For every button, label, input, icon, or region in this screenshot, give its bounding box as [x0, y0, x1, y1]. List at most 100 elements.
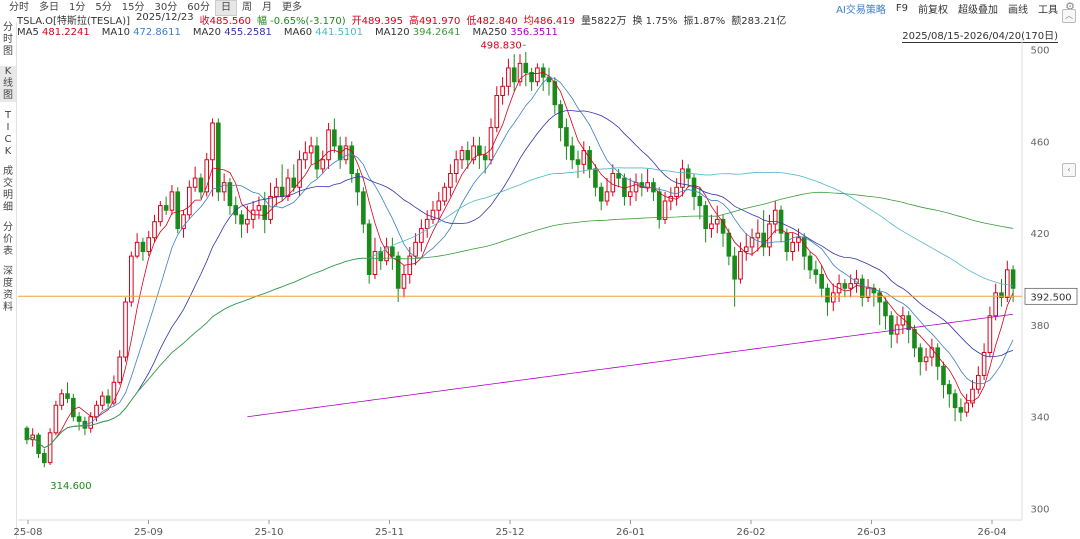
candle-body	[500, 85, 505, 96]
candle-body	[993, 292, 998, 317]
candle-body	[401, 273, 407, 289]
ma-item: MA60 441.5101	[283, 27, 364, 38]
x-tick-label: 26-04	[977, 527, 1006, 538]
candle-body	[390, 246, 395, 257]
period-tab[interactable]: 30分	[154, 2, 178, 13]
period-tab[interactable]: 周	[241, 2, 252, 13]
side-tab[interactable]: 分价表	[3, 222, 13, 257]
ma-line	[26, 72, 1014, 449]
candle-body	[825, 287, 830, 303]
candle-body	[813, 269, 819, 275]
candle-body	[424, 218, 430, 230]
candle-body	[929, 347, 935, 358]
period-tab[interactable]: 15分	[121, 2, 145, 13]
candle-body	[436, 200, 442, 211]
candle-body	[59, 393, 65, 406]
gear-icon[interactable]: ⚙	[1065, 0, 1075, 13]
candle-body	[923, 356, 929, 363]
date-range[interactable]: 2025/08/15-2026/04/20(170日)	[902, 27, 1058, 43]
candle-body	[877, 292, 882, 303]
candle-body	[616, 173, 621, 179]
tool-button[interactable]: 画线	[1008, 4, 1028, 16]
candle-body	[535, 67, 540, 83]
candle-body	[494, 94, 500, 129]
ma-item: MA10 472.8611	[101, 27, 181, 38]
period-tab[interactable]: 1分	[69, 2, 86, 13]
candle-body	[105, 395, 111, 404]
open-price: 开489.395	[351, 16, 403, 27]
y-tick-label: 500	[1030, 46, 1049, 57]
tool-buttons: AI交易策略 F9 前复权 超级叠加 画线 工具	[826, 0, 1058, 16]
candle-body	[361, 191, 366, 225]
period-tab[interactable]: 更多	[281, 2, 302, 13]
candle-body	[807, 255, 813, 271]
x-tick-label: 25-11	[375, 527, 404, 538]
low-annotation: 314.600	[50, 481, 91, 492]
collapse-icon[interactable]: ‹	[1062, 163, 1076, 177]
candle-body	[465, 150, 471, 161]
candle-body	[187, 186, 192, 216]
candle-body	[76, 416, 82, 422]
candle-body	[274, 186, 279, 197]
candle-body	[459, 150, 465, 161]
candle-body	[169, 191, 175, 211]
candle-body	[558, 104, 563, 129]
candle-body	[778, 209, 784, 234]
candle-body	[140, 241, 146, 253]
candle-body	[790, 241, 795, 253]
low-price: 低482.840	[466, 16, 518, 27]
side-tab[interactable]: 分时图	[3, 22, 13, 57]
candle-body	[842, 283, 848, 289]
candle-body	[227, 182, 233, 207]
tool-button[interactable]: 超级叠加	[958, 4, 998, 16]
period-tab[interactable]: 多日	[39, 2, 59, 13]
candle-body	[517, 62, 523, 83]
candle-body	[65, 393, 70, 399]
candle-body	[610, 173, 616, 193]
tool-button[interactable]: 工具	[1038, 4, 1058, 16]
turnover: 换 1.75%	[632, 16, 678, 27]
candle-body	[569, 145, 575, 161]
tool-button[interactable]: F9	[895, 2, 908, 14]
candle-body	[865, 287, 871, 298]
candle-body	[146, 237, 152, 253]
candle-body	[720, 218, 726, 234]
period-tab[interactable]: 5分	[95, 2, 112, 13]
side-tab[interactable]: 深度资料	[3, 266, 13, 313]
period-tab[interactable]: 60分	[187, 2, 210, 13]
period-tab[interactable]: 分时	[9, 2, 29, 13]
y-tick-label: 340	[1030, 413, 1049, 424]
candle-body	[453, 159, 459, 175]
candle-body	[123, 301, 128, 358]
candle-body	[221, 182, 227, 193]
candle-body	[726, 232, 732, 257]
candle-body	[772, 209, 778, 225]
price-tag	[1024, 287, 1078, 305]
candle-body	[407, 255, 413, 275]
candle-body	[999, 292, 1004, 298]
candle-body	[755, 232, 761, 239]
candle-body	[523, 62, 529, 74]
scroll-up-icon[interactable]: ︿	[1062, 9, 1076, 23]
side-tab[interactable]: 成交明细	[3, 166, 13, 213]
tool-button[interactable]: AI交易策略	[836, 4, 886, 16]
toolbar: 分时 多日 1分 5分 15分 30分 60分日周月更多 AI交易策略 F9 前复权 超级叠加 画线…	[0, 0, 1080, 16]
period-tab[interactable]: 月	[261, 2, 272, 13]
candle-body	[320, 159, 326, 170]
candle-body	[958, 407, 964, 413]
candle-body	[303, 152, 308, 161]
ma-value: 472.8611	[133, 27, 181, 38]
candle-body	[192, 177, 198, 188]
tool-button[interactable]: 前复权	[918, 4, 948, 16]
candle-body	[100, 395, 105, 406]
period-tab[interactable]: 日	[214, 0, 237, 16]
candle-body	[430, 209, 436, 220]
candle-body	[268, 195, 273, 220]
candle-body	[181, 214, 186, 230]
x-tick-label: 26-02	[736, 527, 765, 538]
candle-body	[117, 356, 123, 383]
